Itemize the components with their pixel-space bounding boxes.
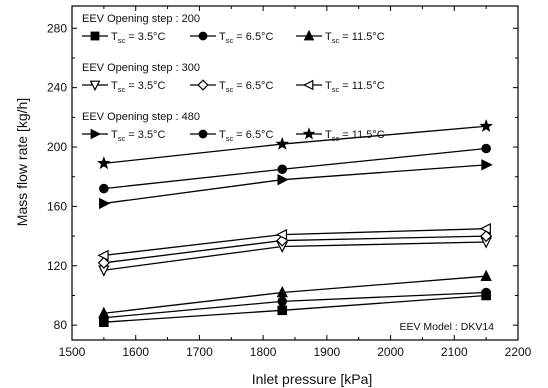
- plot-frame: [71, 5, 519, 341]
- series-line: [103, 294, 487, 323]
- y-tick-label: 280: [47, 21, 67, 35]
- data-point: [99, 197, 111, 210]
- legend-marker: [302, 127, 316, 140]
- legend-label: Tsc = 3.5°C: [111, 80, 165, 94]
- legend-item: Tsc = 11.5°C: [296, 79, 385, 94]
- legend-marker: [198, 31, 208, 41]
- series-2: [99, 287, 491, 323]
- legend: EEV Opening step : 200 Tsc = 3.5°C Tsc = 6…: [82, 13, 385, 143]
- series-7: [99, 159, 493, 210]
- series-line: [103, 228, 487, 257]
- legend-label: Tsc = 11.5°C: [325, 80, 385, 94]
- data-point: [277, 174, 289, 186]
- legend-group-title: EEV Opening step : 480: [82, 111, 200, 123]
- legend-label: Tsc = 6.5°C: [219, 80, 273, 94]
- data-point: [480, 230, 493, 243]
- series-layer: [97, 119, 493, 327]
- series-3: [98, 269, 492, 319]
- legend-marker: [198, 129, 208, 139]
- y-tick-label: 80: [54, 318, 68, 332]
- legend-label: Tsc = 6.5°C: [219, 31, 273, 45]
- data-point: [479, 222, 491, 235]
- legend-label: Tsc = 3.5°C: [111, 31, 165, 45]
- x-tick-label: 1800: [250, 345, 277, 359]
- legend-item: Tsc = 11.5°C: [296, 127, 385, 143]
- data-point: [480, 269, 492, 281]
- legend-label: Tsc = 11.5°C: [325, 129, 385, 143]
- y-tick-label: 120: [47, 259, 67, 273]
- legend-marker: [90, 128, 102, 140]
- legend-item: Tsc = 3.5°C: [82, 80, 165, 94]
- x-tick-label: 2000: [377, 345, 404, 359]
- series-line: [103, 235, 487, 264]
- y-axis-label: Mass flow rate [kg/h]: [14, 98, 30, 226]
- legend-marker: [197, 79, 209, 91]
- legend-group-title: EEV Opening step : 300: [82, 62, 200, 74]
- data-point: [97, 249, 109, 262]
- series-6: [97, 222, 491, 262]
- data-point: [276, 285, 288, 298]
- legend-label: Tsc = 11.5°C: [325, 31, 385, 45]
- data-point: [277, 305, 288, 316]
- data-point: [277, 296, 288, 307]
- data-point: [481, 287, 491, 298]
- model-annotation: EEV Model : DKV14: [399, 321, 494, 333]
- plot-area: 1500 1600 1700 1800 1900 2000 2100 2200 80 120 160…: [47, 5, 532, 359]
- legend-label: Tsc = 3.5°C: [111, 129, 165, 143]
- legend-item: Tsc = 3.5°C: [82, 128, 165, 143]
- x-tick-label: 1700: [186, 345, 213, 359]
- data-point: [277, 164, 288, 175]
- x-tick-label: 2200: [505, 345, 532, 359]
- legend-marker: [303, 29, 315, 41]
- series-8: [99, 143, 491, 194]
- legend-marker: [90, 31, 100, 41]
- data-point: [97, 156, 111, 170]
- legend-item: Tsc = 11.5°C: [296, 29, 385, 45]
- legend-item: Tsc = 3.5°C: [82, 31, 165, 45]
- y-tick-label: 200: [47, 140, 67, 154]
- legend-item: Tsc = 6.5°C: [190, 31, 273, 45]
- series-line: [103, 164, 487, 205]
- series-9: [97, 119, 493, 170]
- legend-marker: [302, 79, 314, 91]
- data-point: [98, 306, 110, 319]
- data-point: [481, 143, 491, 154]
- legend-item: Tsc = 6.5°C: [190, 129, 273, 143]
- y-tick-label: 240: [47, 81, 67, 95]
- data-point: [99, 183, 109, 194]
- data-point: [481, 159, 493, 171]
- data-point: [479, 119, 493, 132]
- y-tick-label: 160: [47, 199, 67, 213]
- data-point: [97, 256, 110, 269]
- x-tick-label: 1500: [59, 345, 86, 359]
- legend-marker: [89, 80, 101, 92]
- x-tick-label: 1900: [314, 345, 341, 359]
- x-tick-label: 1600: [122, 345, 149, 359]
- legend-item: Tsc = 6.5°C: [190, 79, 273, 94]
- data-point: [275, 228, 288, 241]
- x-axis-label: Inlet pressure [kPa]: [252, 371, 373, 387]
- data-point: [275, 136, 290, 150]
- series-line: [103, 291, 487, 319]
- legend-group-title: EEV Opening step : 200: [82, 13, 200, 25]
- legend-label: Tsc = 6.5°C: [219, 129, 273, 143]
- x-tick-label: 2100: [441, 345, 468, 359]
